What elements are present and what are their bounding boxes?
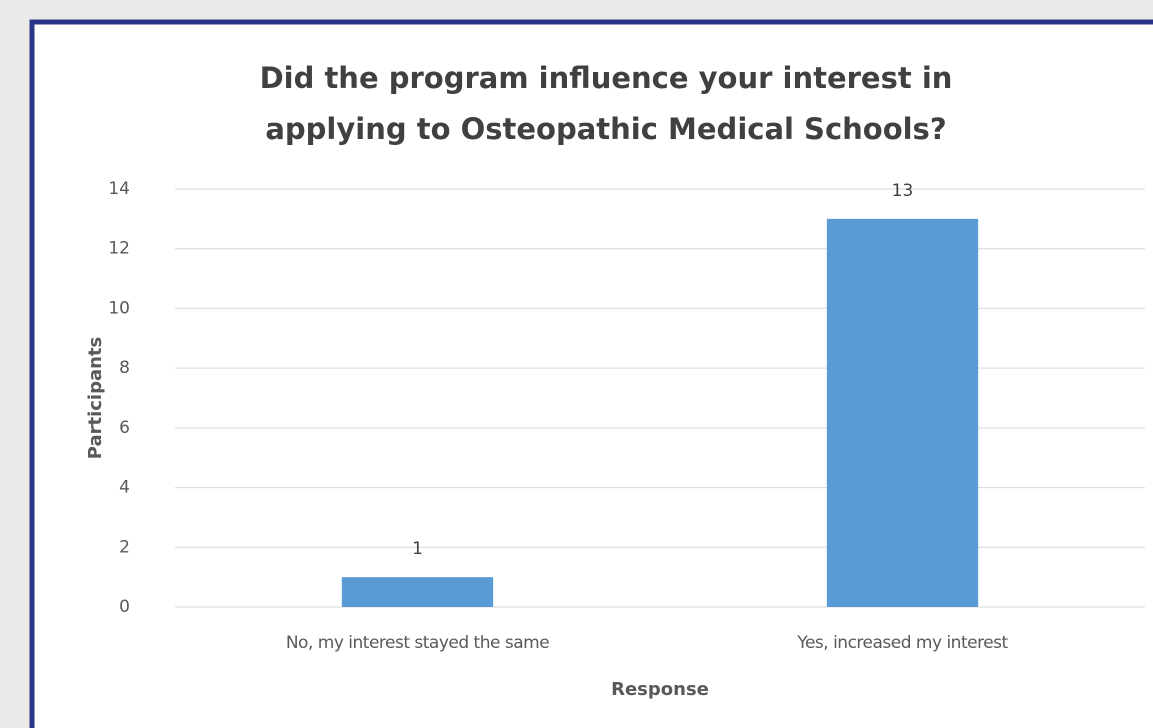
chart-title: applying to Osteopathic Medical Schools?	[265, 112, 946, 146]
y-tick-label: 12	[108, 239, 130, 259]
x-tick-label: No, my interest stayed the same	[286, 633, 549, 653]
bar	[826, 218, 979, 607]
y-axis-label: Participants	[85, 337, 106, 460]
bar	[341, 577, 494, 607]
y-tick-label: 8	[119, 358, 130, 378]
y-tick-label: 6	[119, 418, 130, 438]
x-axis-label: Response	[611, 679, 709, 700]
chart-title: Did the program influence your interest …	[260, 61, 953, 95]
y-tick-label: 10	[108, 298, 130, 318]
y-tick-label: 14	[108, 179, 130, 199]
value-label: 13	[892, 181, 914, 201]
y-tick-label: 4	[119, 478, 130, 498]
y-tick-label: 2	[119, 537, 130, 557]
x-tick-label: Yes, increased my interest	[796, 633, 1008, 653]
value-label: 1	[412, 539, 423, 559]
y-tick-label: 0	[119, 597, 130, 617]
